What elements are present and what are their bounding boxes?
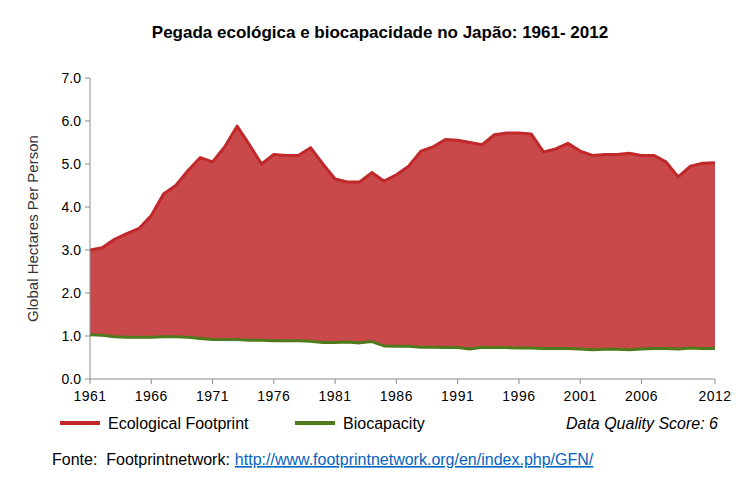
x-tick-label: 1971 (196, 388, 229, 404)
y-tick (85, 164, 90, 165)
chart: Pegada ecológica e biocapacidade no Japã… (0, 0, 743, 483)
y-tick (85, 121, 90, 122)
y-tick-label: 6.0 (62, 113, 82, 129)
x-tick (457, 379, 458, 384)
y-axis (90, 78, 91, 379)
legend-swatch (295, 421, 335, 425)
y-tick-label: 1.0 (62, 328, 82, 344)
y-tick (85, 293, 90, 294)
legend-label: Ecological Footprint (108, 415, 249, 432)
y-tick (85, 336, 90, 337)
source-link: http://www.footprintnetwork.org/en/index… (235, 451, 594, 468)
legend-label: Biocapacity (343, 415, 425, 432)
y-tick-label: 0.0 (62, 371, 82, 387)
x-tick-label: 2012 (698, 388, 731, 404)
x-tick-label: 1966 (135, 388, 168, 404)
y-tick (85, 78, 90, 79)
x-tick (273, 379, 274, 384)
x-tick-label: 1981 (319, 388, 352, 404)
y-tick (85, 207, 90, 208)
x-tick (212, 379, 213, 384)
y-tick-label: 5.0 (62, 156, 82, 172)
x-tick-label: 1991 (441, 388, 474, 404)
x-tick (518, 379, 519, 384)
title: Pegada ecológica e biocapacidade no Japã… (152, 23, 608, 42)
annotation: Data Quality Score: 6 (566, 415, 718, 432)
x-tick (715, 379, 716, 384)
y-tick (85, 250, 90, 251)
y-axis-label: Global Hectares Per Person (24, 135, 41, 322)
x-tick-label: 1976 (257, 388, 290, 404)
x-tick (151, 379, 152, 384)
y-tick-label: 4.0 (62, 199, 82, 215)
legend-swatch (60, 421, 100, 425)
plot-area (90, 126, 715, 350)
x-tick-label: 2001 (564, 388, 597, 404)
x-tick (580, 379, 581, 384)
y-tick-label: 2.0 (62, 285, 82, 301)
x-tick (641, 379, 642, 384)
y-tick-label: 7.0 (62, 70, 82, 86)
x-tick-label: 1986 (380, 388, 413, 404)
y-tick-label: 3.0 (62, 242, 82, 258)
x-tick (90, 379, 91, 384)
x-tick (396, 379, 397, 384)
series-line (90, 126, 715, 250)
x-axis (90, 379, 715, 380)
x-tick-label: 1961 (73, 388, 106, 404)
series-line (90, 335, 715, 350)
y-tick (85, 379, 90, 380)
x-tick-label: 2006 (625, 388, 658, 404)
x-tick (335, 379, 336, 384)
deficit-area (90, 126, 715, 350)
x-tick-label: 1996 (502, 388, 535, 404)
source: Fonte: Footprintnetwork: (52, 451, 230, 468)
